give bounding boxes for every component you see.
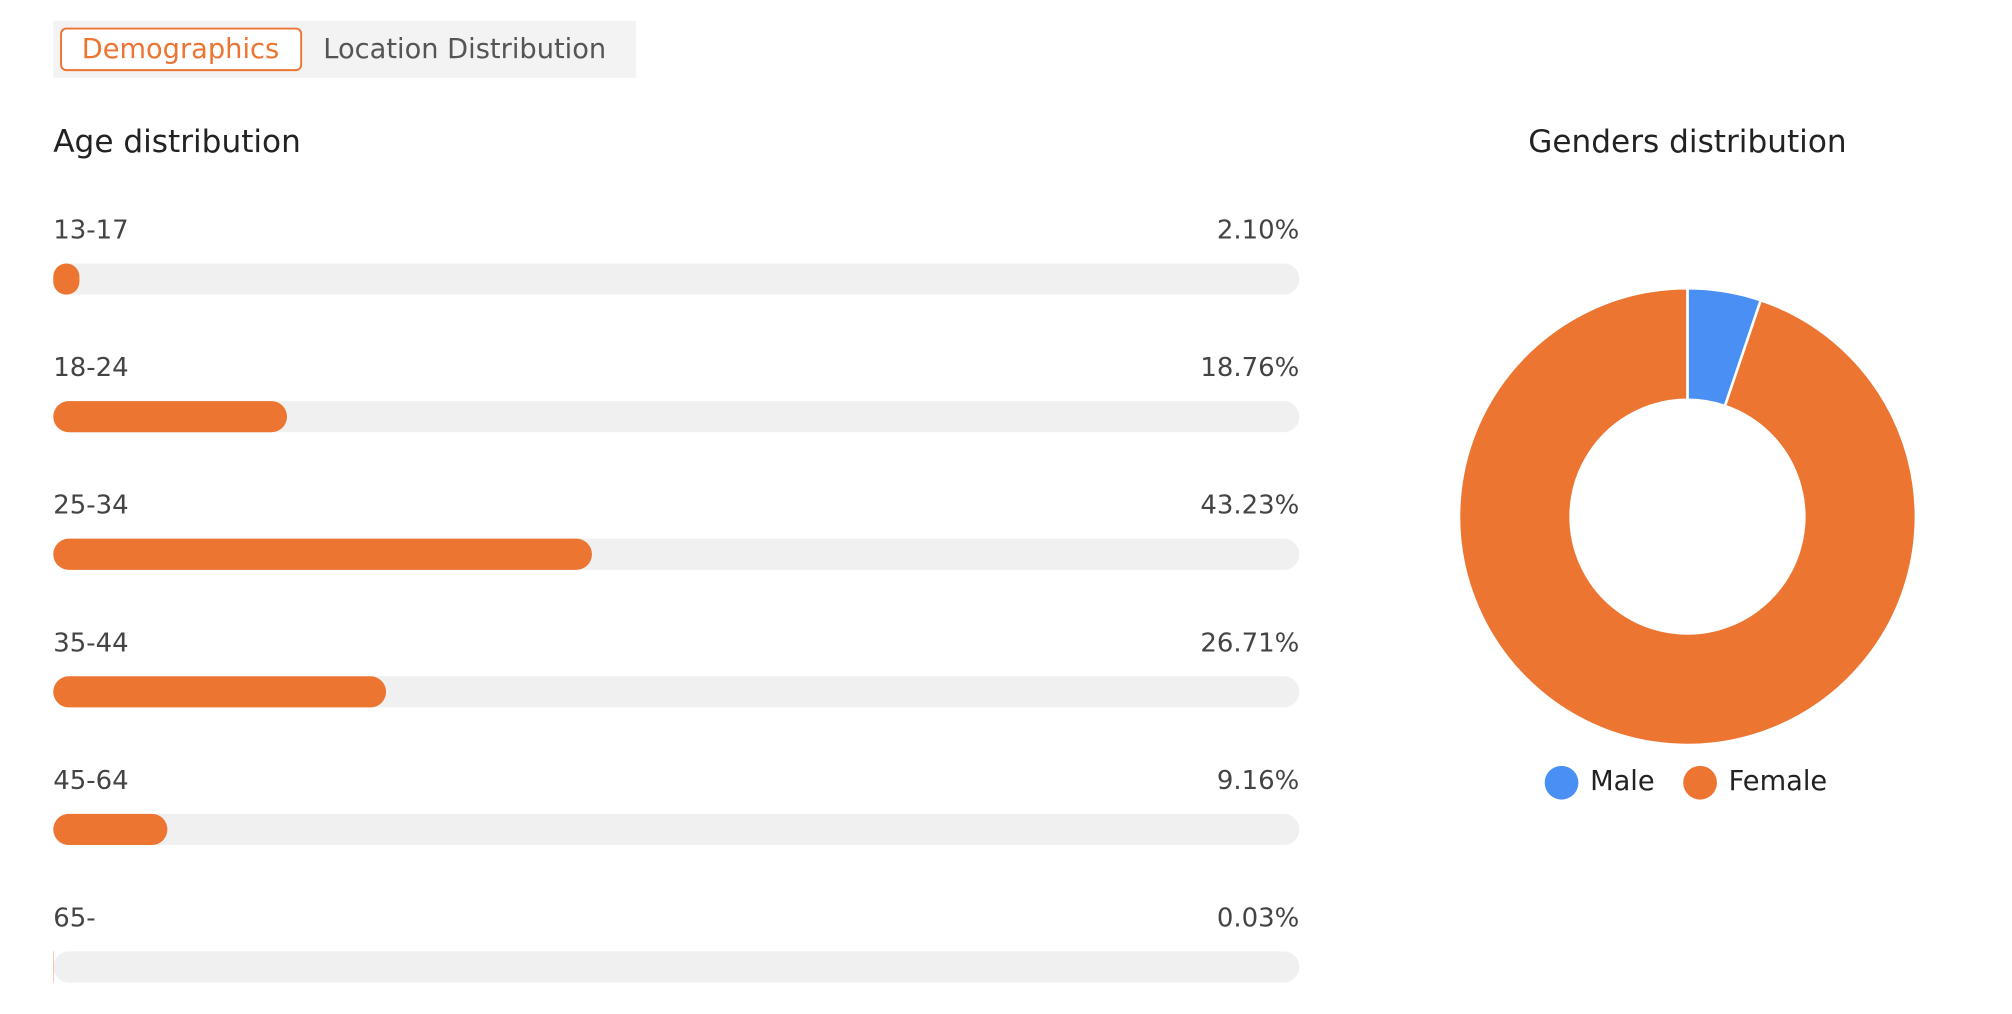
- legend-swatch: [1683, 765, 1717, 800]
- bar: [53, 263, 80, 295]
- legend-swatch: [1544, 765, 1579, 800]
- age-label: 35-44: [53, 628, 128, 658]
- bar: [53, 813, 168, 845]
- bar: [53, 538, 592, 570]
- value-label: 43.23%: [1200, 491, 1299, 521]
- donut-slice: [1457, 286, 1918, 747]
- age-label: 13-17: [53, 216, 128, 246]
- chart-title: Age distribution: [53, 124, 301, 160]
- tab[interactable]: Location Distribution: [323, 34, 606, 65]
- legend-label: Male: [1590, 766, 1655, 797]
- age-label: 25-34: [53, 491, 128, 521]
- legend-label: Female: [1729, 766, 1828, 797]
- value-label: 9.16%: [1217, 766, 1299, 796]
- value-label: 26.71%: [1200, 628, 1299, 658]
- bar-track: [53, 263, 1300, 295]
- age-label: 18-24: [53, 353, 128, 383]
- active-tab[interactable]: [60, 27, 303, 72]
- age-label: 65-: [53, 903, 95, 933]
- value-label: 2.10%: [1217, 216, 1299, 246]
- tab[interactable]: Demographics: [82, 34, 279, 65]
- chart-title: Genders distribution: [1528, 124, 1846, 160]
- bar-track: [53, 813, 1300, 845]
- age-label: 45-64: [53, 766, 128, 796]
- bar: [53, 676, 387, 708]
- value-label: 0.03%: [1217, 903, 1299, 933]
- bar: [53, 401, 288, 433]
- bar-track: [53, 401, 1300, 433]
- bar-track: [53, 951, 1300, 983]
- value-label: 18.76%: [1200, 353, 1299, 383]
